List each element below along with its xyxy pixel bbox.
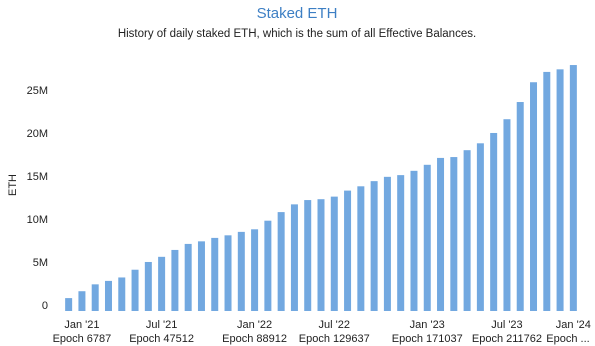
bar	[450, 157, 458, 311]
bar	[437, 157, 445, 311]
x-tick-label: Jan '24	[556, 319, 591, 331]
bar	[277, 212, 285, 311]
bar	[397, 175, 405, 311]
bar	[543, 71, 551, 311]
bar	[569, 65, 577, 311]
bar	[118, 277, 126, 311]
bar	[304, 200, 312, 311]
x-tick-sublabel: Epoch 171037	[392, 333, 463, 345]
bar	[490, 132, 498, 311]
y-tick-label: 20M	[27, 128, 48, 140]
x-tick-label: Jan '22	[237, 319, 272, 331]
bar	[197, 241, 205, 311]
y-tick-label: 25M	[27, 85, 48, 97]
bar	[503, 119, 511, 311]
y-tick-label: 10M	[27, 214, 48, 226]
x-tick-sublabel: Epoch 211762	[472, 333, 542, 345]
x-tick-label: Jul '23	[491, 319, 522, 331]
bar	[530, 82, 538, 312]
x-tick-sublabel: Epoch 88912	[222, 333, 287, 345]
y-axis-label: ETH	[7, 174, 19, 196]
bar	[330, 196, 338, 311]
bar	[317, 199, 325, 311]
bar	[65, 298, 73, 311]
chart-subtitle: History of daily staked ETH, which is th…	[118, 28, 476, 40]
x-tick-label: Jan '23	[410, 319, 445, 331]
bar	[184, 243, 192, 311]
bar	[463, 150, 471, 311]
bar	[237, 231, 245, 311]
bar	[91, 284, 99, 311]
x-tick-sublabel: Epoch 47512	[129, 333, 194, 345]
bar	[104, 280, 112, 311]
bar	[131, 269, 139, 311]
bar	[410, 170, 418, 311]
bar	[344, 190, 352, 311]
bar	[264, 220, 272, 311]
x-tick-label: Jul '21	[146, 319, 177, 331]
bar	[144, 261, 152, 311]
bar	[556, 69, 564, 311]
y-tick-label: 5M	[33, 257, 48, 269]
bar	[171, 249, 179, 311]
chart-title: Staked ETH	[257, 5, 338, 22]
x-tick-sublabel: Epoch ...	[546, 333, 589, 345]
y-tick-label: 0	[42, 300, 48, 312]
bar	[370, 181, 378, 311]
bar	[476, 143, 484, 311]
x-tick-sublabel: Epoch 6787	[53, 333, 112, 345]
x-tick-sublabel: Epoch 129637	[299, 333, 370, 345]
bar	[211, 237, 219, 311]
x-tick-label: Jul '22	[319, 319, 350, 331]
bar	[158, 256, 166, 311]
bar	[251, 229, 259, 311]
bar	[224, 235, 232, 311]
bar	[383, 176, 391, 311]
bar	[357, 186, 365, 311]
bar	[516, 102, 524, 312]
bar	[423, 164, 431, 311]
y-tick-label: 15M	[27, 171, 48, 183]
x-tick-label: Jan '21	[64, 319, 99, 331]
bar	[78, 291, 86, 311]
bar	[290, 204, 298, 311]
